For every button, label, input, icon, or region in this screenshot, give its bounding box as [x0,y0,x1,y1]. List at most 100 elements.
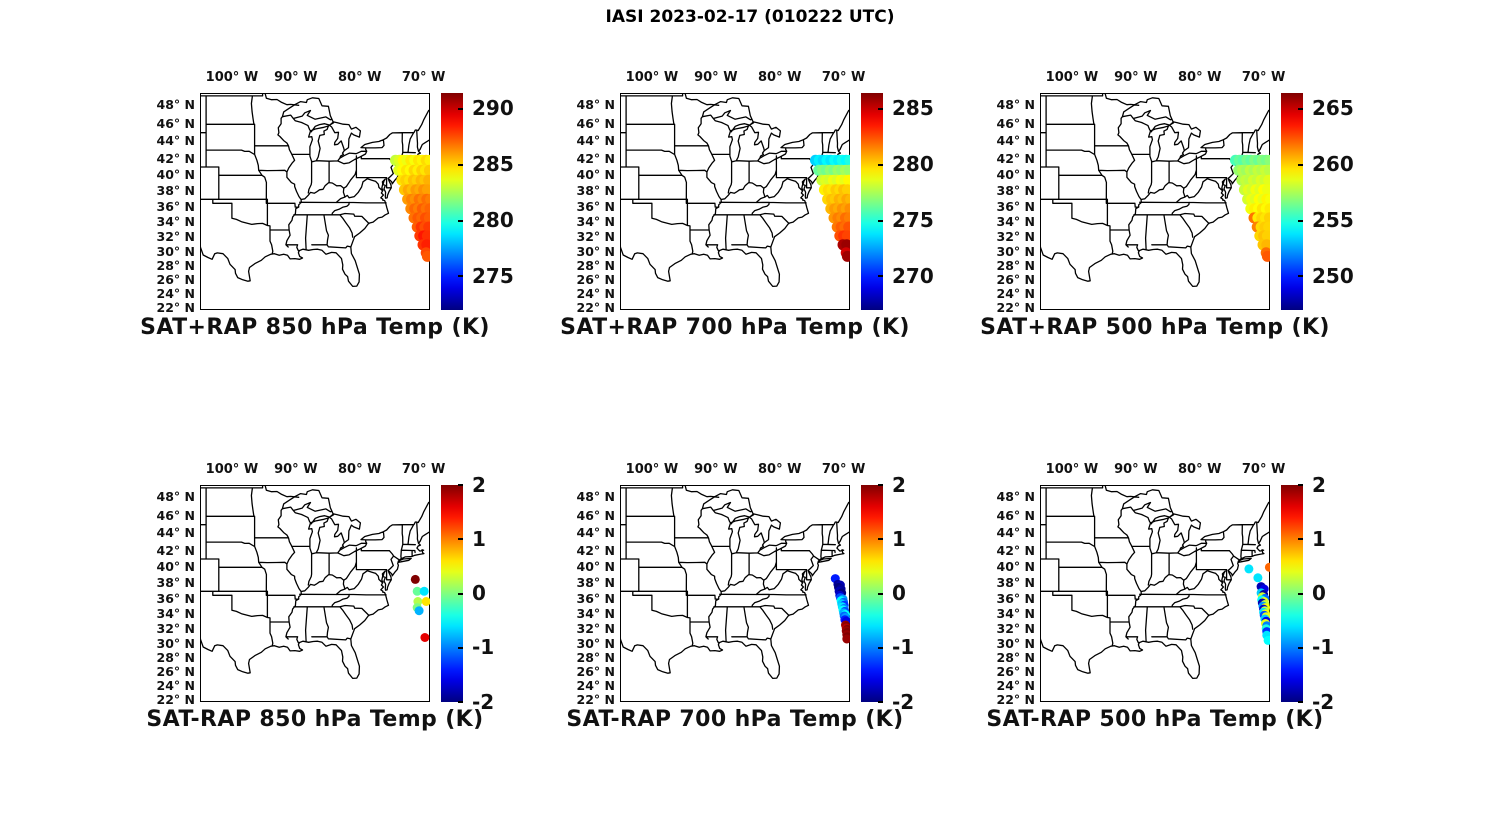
lat-tick-label: 28° N [996,650,1035,666]
lat-tick-label: 22° N [996,299,1035,315]
lat-tick-label: 44° N [996,525,1035,541]
observation-point [1264,154,1270,166]
colorbar-jet [861,93,883,310]
lon-tick-label: 80° W [337,462,382,477]
colorbar-tick-mark [458,219,463,222]
colorbar-tick-label: 260 [1312,152,1354,177]
lat-tick-label: 38° N [996,183,1035,199]
colorbar-jet [441,93,463,310]
lon-tick-label: 80° W [757,70,802,85]
colorbar-tick-label: -2 [892,689,915,714]
colorbar-tick-label: -1 [1312,635,1335,660]
colorbar-tick-mark [458,484,463,486]
colorbar-tick-label: 255 [1312,208,1354,232]
lat-tick-label: 22° N [156,299,195,315]
colorbar-tick-mark [878,163,883,166]
colorbar-tick-mark [878,275,883,278]
colorbar-tick-mark [1298,538,1303,541]
colorbar-tick-mark [458,592,463,595]
lat-tick-label: 46° N [156,115,195,131]
lat-tick-label: 46° N [996,115,1035,131]
lat-tick-label: 34° N [156,606,195,622]
lat-tick-label: 28° N [996,258,1035,274]
lat-tick-label: 30° N [996,244,1035,260]
colorbar-tick-mark [1298,701,1303,703]
lat-tick-label: 34° N [996,606,1035,622]
lon-tick-label: 100° W [625,462,679,477]
colorbar-tick-mark [1298,592,1303,595]
colorbar-tick-label: 265 [1312,96,1354,121]
lat-tick-label: 42° N [576,150,615,166]
lon-tick-label: 100° W [205,462,259,477]
lon-tick-label: 100° W [1045,70,1099,85]
observation-point [425,193,430,205]
observation-point [1261,250,1270,262]
lat-tick-label: 32° N [996,229,1035,245]
colorbar-tick-label: -2 [472,689,495,714]
lat-tick-label: 26° N [156,272,195,288]
lat-tick-label: 46° N [156,507,195,523]
lat-tick-label: 42° N [156,542,195,558]
lat-tick-label: 46° N [576,507,615,523]
lat-tick-label: 32° N [156,229,195,245]
colorbar-tick-label: 250 [1312,263,1354,288]
observation-point [1244,564,1254,574]
observation-point [1261,184,1270,196]
lat-tick-label: 24° N [996,678,1035,694]
colorbar-tick-mark [458,646,463,649]
observation-point [1263,635,1270,645]
colorbar-jet [861,485,883,702]
lat-tick-label: 38° N [576,183,615,199]
colorbar-tick-label: -1 [472,635,495,660]
lon-tick-label: 90° W [1114,70,1158,85]
lat-tick-label: 48° N [576,489,615,505]
colorbar-tick-mark [1298,107,1303,110]
colorbar-jet [1281,93,1303,310]
us-state-outlines [200,93,430,288]
lon-tick-label: 90° W [694,462,738,477]
lat-tick-label: 48° N [156,97,195,113]
observation-point [421,230,430,242]
colorbar-tick-label: 275 [472,263,514,288]
colorbar-tick-label: 280 [892,152,934,177]
panel-sat-minus-rap-500hpa: 100° W 90° W 80° W 70° W 48° N 46° N 44° N 42°… [950,452,1370,752]
observation-point [842,634,850,644]
lat-tick-label: 44° N [996,133,1035,149]
lon-tick-label: 70° W [401,462,446,477]
lon-tick-label: 70° W [821,462,866,477]
observation-point [421,597,430,606]
lon-tick-label: 80° W [337,70,382,85]
panel-sat-minus-rap-700hpa: 100° W 90° W 80° W 70° W 48° N 46° N 44° N 42°… [530,452,950,752]
lat-tick-label: 30° N [156,636,195,652]
lat-tick-label: 30° N [156,244,195,260]
observation-point [420,633,430,642]
lat-tick-label: 48° N [996,97,1035,113]
lat-tick-label: 48° N [996,489,1035,505]
colorbar-tick-label: 280 [472,208,514,232]
map-us-east [1040,485,1270,702]
observation-point [1264,203,1270,215]
figure-title: IASI 2023-02-17 (010222 UTC) [605,7,895,27]
lat-tick-label: 24° N [576,678,615,694]
lat-tick-label: 22° N [156,691,195,707]
colorbar-tick-label: 0 [892,581,906,605]
panel-sat-plus-rap-850hpa: 100° W 90° W 80° W 70° W 48° N 46° N 44° N 42°… [110,60,530,360]
lat-tick-label: 48° N [576,97,615,113]
lat-tick-label: 22° N [576,691,615,707]
observation-point [421,184,430,196]
colorbar-tick-label: 285 [892,96,934,121]
map-us-east [620,485,850,702]
lat-tick-label: 32° N [996,621,1035,637]
lat-tick-label: 34° N [156,214,195,230]
panel-title: SAT-RAP 500 hPa Temp (K) [986,707,1324,732]
colorbar-tick-mark [1298,484,1303,486]
lat-tick-label: 28° N [156,258,195,274]
lat-tick-label: 40° N [996,167,1035,183]
lon-tick-label: 100° W [625,70,679,85]
lat-tick-label: 36° N [996,199,1035,215]
lat-tick-label: 22° N [576,299,615,315]
lat-tick-label: 30° N [576,636,615,652]
us-state-outlines [200,485,430,680]
observation-point [1263,164,1270,176]
colorbar-tick-label: 275 [892,208,934,232]
